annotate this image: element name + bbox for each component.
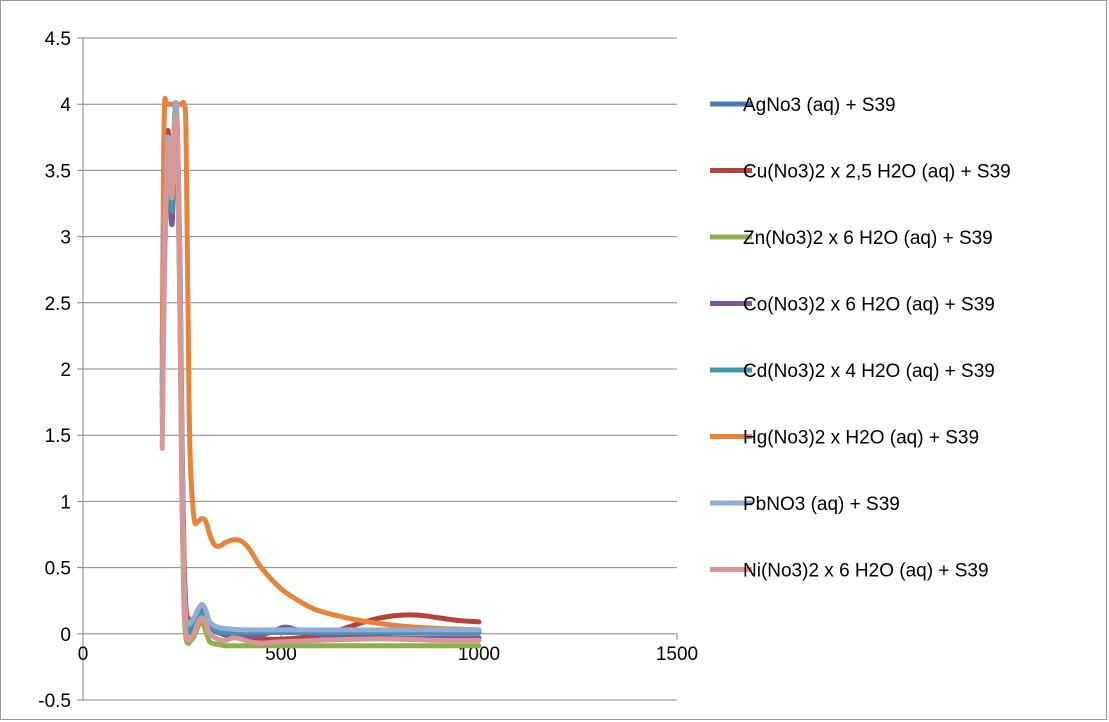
legend-label-5: Cd(No3)2 x 4 H2O (aq) + S39 xyxy=(743,361,995,382)
y-tick-label: 0 xyxy=(60,625,71,646)
y-tick-label: 4 xyxy=(60,95,71,116)
series-line-7 xyxy=(159,100,482,633)
x-tick-label: 1500 xyxy=(656,644,698,665)
legend-label-6: Hg(No3)2 x H2O (aq) + S39 xyxy=(743,428,979,449)
y-tick-label: 3.5 xyxy=(45,161,71,182)
y-tick-label: -0.5 xyxy=(38,691,71,712)
series-line-4 xyxy=(159,108,482,641)
x-tick-label: 0 xyxy=(78,644,89,665)
x-tick-label: 1000 xyxy=(458,644,500,665)
x-tick-label: 500 xyxy=(265,644,297,665)
y-tick-label: 1 xyxy=(60,492,71,513)
series-line-8 xyxy=(159,113,482,646)
axes: -0.5 0 0.5 1 1.5 2 2.5 3 3.5 4 4.5 0 500 1000 1500 xyxy=(38,29,698,712)
legend-label-7: PbNO3 (aq) + S39 xyxy=(743,494,900,515)
legend-label-8: Ni(No3)2 x 6 H2O (aq) + S39 xyxy=(743,561,989,582)
series-lines xyxy=(159,95,482,649)
y-tick-label: 1.5 xyxy=(45,426,71,447)
legend-label-3: Zn(No3)2 x 6 H2O (aq) + S39 xyxy=(743,228,993,249)
y-tick-label: 0.5 xyxy=(45,559,71,580)
series-line-5 xyxy=(159,101,482,636)
legend-label-2: Cu(No3)2 x 2,5 H2O (aq) + S39 xyxy=(743,162,1011,183)
series-line-1 xyxy=(159,100,482,634)
y-tick-label: 4.5 xyxy=(45,29,71,50)
y-tick-label: 2 xyxy=(60,360,71,381)
legend-label-4: Co(No3)2 x 6 H2O (aq) + S39 xyxy=(743,295,995,316)
y-tick-label: 3 xyxy=(60,228,71,249)
series-line-6 xyxy=(159,95,482,633)
series-line-2 xyxy=(159,101,482,642)
y-tick-label: 2.5 xyxy=(45,294,71,315)
series-line-3 xyxy=(159,114,482,649)
legend: AgNo3 (aq) + S39 Cu(No3)2 x 2,5 H2O (aq) … xyxy=(710,95,1011,582)
legend-label-1: AgNo3 (aq) + S39 xyxy=(743,95,896,116)
